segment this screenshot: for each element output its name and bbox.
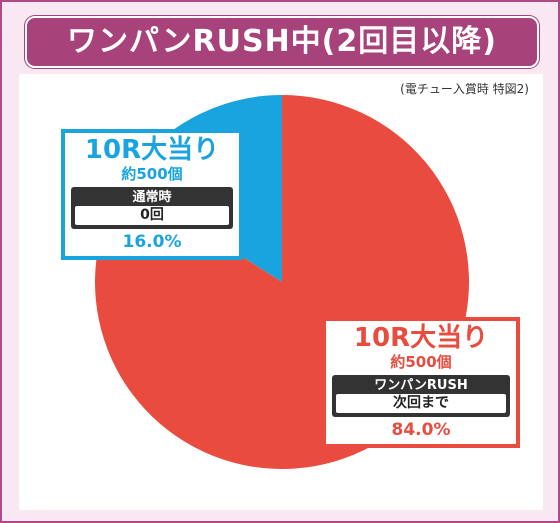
slice-percent-rush: 84.0%	[391, 420, 451, 440]
label-box-normal: 10R大当り 約500個 通常時 0回 16.0%	[61, 129, 243, 260]
detail-value-normal: 0回	[75, 206, 229, 225]
label-box-rush: 10R大当り 約500個 ワンパンRUSH 次回まで 84.0%	[322, 317, 520, 448]
detail-value-rush: 次回まで	[336, 394, 506, 413]
slice-label-normal: 10R大当り	[84, 135, 220, 165]
slice-sub-normal: 約500個	[121, 165, 183, 183]
slice-sub-rush: 約500個	[390, 353, 452, 371]
title-bar: ワンパンRUSH中(2回目以降)	[25, 16, 539, 68]
detail-label-normal: 通常時	[132, 190, 172, 205]
detail-label-rush: ワンパンRUSH	[374, 378, 468, 393]
chart-title: ワンパンRUSH中(2回目以降)	[67, 24, 497, 59]
chart-panel: (電チュー入賞時 特図2) 10R大当り 約500個 通常時 0回 16.0% …	[19, 74, 543, 510]
detail-block-rush: ワンパンRUSH 次回まで	[332, 375, 510, 417]
chart-note: (電チュー入賞時 特図2)	[400, 82, 529, 96]
detail-block-normal: 通常時 0回	[71, 187, 233, 229]
slice-label-rush: 10R大当り	[353, 323, 489, 353]
slice-percent-normal: 16.0%	[122, 232, 182, 252]
